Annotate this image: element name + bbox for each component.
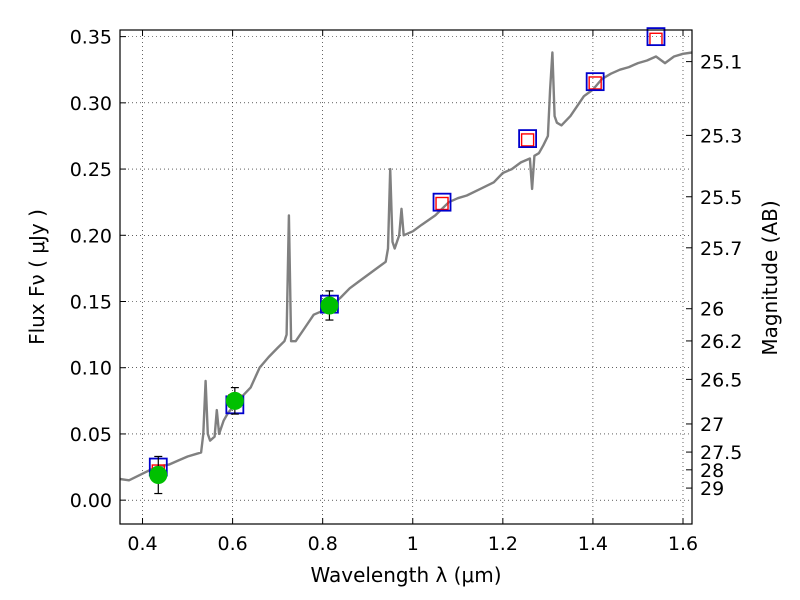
filter-flux-square <box>646 27 666 47</box>
ticks-layer: 0.4 0.6 0.8 1 1.2 1.4 1.6 0.00 0.05 0.10 0.15 0.20 0… <box>70 27 743 555</box>
y-tick-label: 0.20 <box>70 225 112 247</box>
mag-tick-label: 26 <box>700 299 724 321</box>
filter-flux-square <box>518 129 538 149</box>
y-tick-label: 0.00 <box>70 490 112 512</box>
x-tick-label: 1 <box>407 533 419 555</box>
x-tick-label: 0.6 <box>217 533 247 555</box>
mag-tick-label: 29 <box>700 478 724 500</box>
markers-layer <box>148 27 666 495</box>
model-flux-square <box>520 133 535 147</box>
mag-tick-label: 26.2 <box>700 331 742 353</box>
mag-tick-label: 25.1 <box>700 52 742 74</box>
y-tick-label: 0.35 <box>70 27 112 49</box>
y2-axis-label: Magnitude (AB) <box>758 200 782 355</box>
mag-tick-label: 28 <box>700 460 724 482</box>
model-flux-square <box>588 76 602 90</box>
observed-flux-point <box>149 465 168 484</box>
y-axis-label: Flux Fν ( μJy ) <box>25 209 49 345</box>
y-tick-label: 0.30 <box>70 93 112 115</box>
mag-tick-label: 26.5 <box>700 369 742 391</box>
x-tick-label: 0.4 <box>127 533 157 555</box>
x-tick-label: 1.4 <box>578 533 608 555</box>
y-tick-label: 0.15 <box>70 292 112 314</box>
mag-tick-label: 25.3 <box>700 125 742 147</box>
mag-tick-label: 25.5 <box>700 187 742 209</box>
model-flux-square <box>435 196 449 211</box>
x-tick-label: 1.2 <box>488 533 518 555</box>
filter-flux-square <box>432 192 452 212</box>
model-spectrum-line <box>119 51 693 482</box>
spectrum-layer <box>119 51 693 482</box>
grid <box>120 30 692 524</box>
x-tick-label: 0.8 <box>308 533 338 555</box>
mag-tick-label: 27 <box>700 414 724 436</box>
observed-flux-point <box>320 296 339 315</box>
mag-tick-label: 25.7 <box>700 238 742 260</box>
observed-flux-point <box>225 391 244 410</box>
mag-tick-label: 27.5 <box>700 442 742 464</box>
x-axis-label: Wavelength λ (μm) <box>310 563 501 587</box>
y-tick-label: 0.25 <box>70 159 112 181</box>
filter-flux-square <box>585 72 605 92</box>
y-tick-label: 0.05 <box>70 424 112 446</box>
plot-frame <box>119 29 693 525</box>
y-tick-label: 0.10 <box>70 358 112 380</box>
x-tick-label: 1.6 <box>668 533 698 555</box>
